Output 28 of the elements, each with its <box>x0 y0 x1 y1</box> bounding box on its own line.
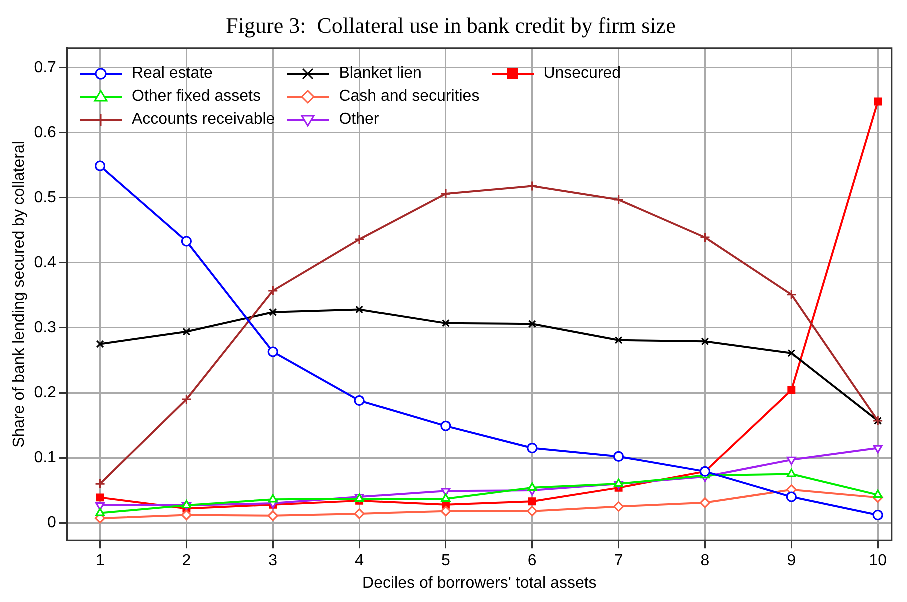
legend-label: Other <box>339 111 380 129</box>
y-tick-label: 0.2 <box>34 384 57 402</box>
x-axis-title: Deciles of borrowers' total assets <box>362 574 597 592</box>
legend-label: Accounts receivable <box>132 111 276 129</box>
x-tick-label: 9 <box>787 552 796 570</box>
y-tick-label: 0.5 <box>34 189 57 206</box>
y-tick-label: 0.7 <box>34 59 57 76</box>
chart-title: Figure 3: Collateral use in bank credit by firm size <box>226 12 676 38</box>
y-tick-label: 0.6 <box>34 124 57 142</box>
legend-label: Other fixed assets <box>132 88 261 106</box>
x-tick-label: 4 <box>355 552 364 570</box>
x-tick-label: 1 <box>96 552 105 570</box>
y-tick-label: 0.1 <box>34 449 57 466</box>
x-tick-label: 7 <box>614 552 624 570</box>
x-tick-label: 8 <box>700 552 710 570</box>
x-tick-label: 3 <box>268 552 278 570</box>
x-tick-label: 10 <box>869 552 888 570</box>
y-axis-title: Share of bank lending secured by collateral <box>11 141 28 448</box>
legend-label: Cash and securities <box>339 88 480 106</box>
legend-label: Unsecured <box>544 65 622 83</box>
legend-label: Blanket lien <box>339 65 422 83</box>
y-tick-label: 0.3 <box>34 319 57 336</box>
x-tick-label: 6 <box>528 552 537 570</box>
legend-label: Real estate <box>132 65 213 83</box>
y-tick-label: 0.4 <box>34 254 57 272</box>
x-tick-label: 5 <box>442 552 451 570</box>
x-tick-label: 2 <box>182 552 192 570</box>
y-tick-label: 0 <box>48 514 57 532</box>
